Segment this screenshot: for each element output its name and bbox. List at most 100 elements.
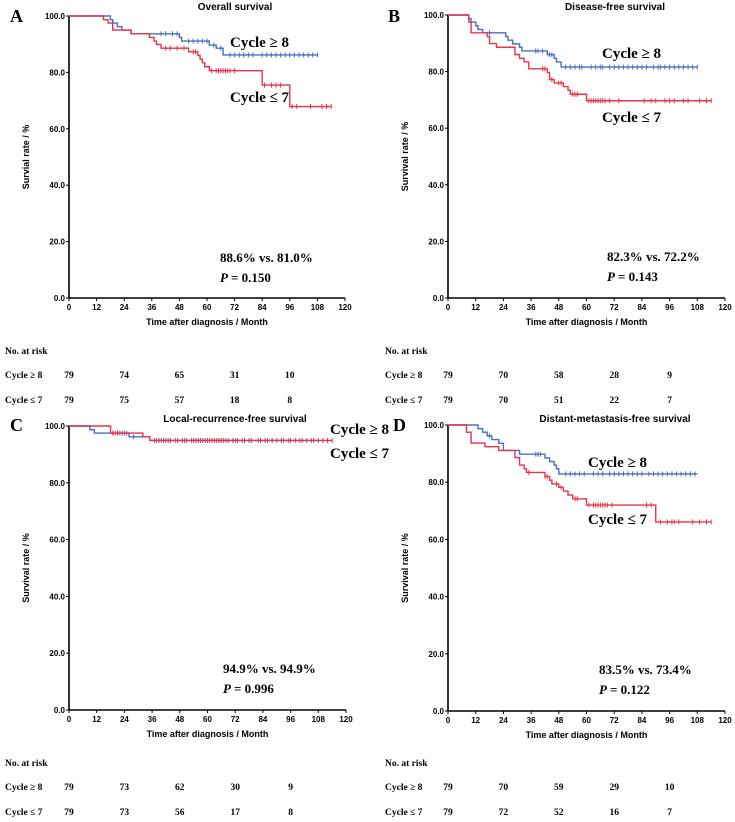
rate-comparison: 88.6% vs. 81.0% [220, 250, 313, 265]
y-tick-label: 60.0 [428, 535, 444, 544]
x-tick-label: 12 [92, 715, 101, 724]
p-value-text: P = 0.143 [607, 269, 658, 284]
x-axis-label: Time after diagnosis / Month [526, 730, 648, 740]
y-tick-label: 60.0 [49, 536, 65, 545]
y-tick-label: 80.0 [49, 68, 65, 77]
risk-count: 70 [499, 396, 509, 406]
x-tick-label: 48 [175, 715, 184, 724]
x-tick-label: 96 [665, 303, 674, 312]
y-tick-label: 0.0 [433, 707, 445, 716]
x-tick-label: 108 [691, 716, 705, 725]
x-tick-label: 0 [446, 303, 451, 312]
x-axis-label: Time after diagnosis / Month [147, 729, 269, 739]
y-tick-label: 40.0 [49, 181, 65, 190]
p-value-text: P = 0.150 [220, 270, 271, 285]
risk-count: 79 [64, 396, 74, 406]
risk-row-label: Cycle ≥ 8 [385, 371, 423, 381]
y-tick-label: 80.0 [428, 478, 444, 487]
panel-letter: C [10, 415, 23, 435]
x-tick-label: 24 [499, 716, 508, 725]
risk-count: 10 [665, 783, 675, 793]
x-tick-label: 108 [312, 715, 326, 724]
y-tick-label: 100.0 [424, 421, 445, 430]
y-tick-label: 100.0 [424, 11, 445, 20]
x-tick-label: 72 [230, 303, 239, 312]
x-tick-label: 84 [637, 303, 646, 312]
y-tick-label: 40.0 [428, 181, 444, 190]
x-tick-label: 84 [637, 716, 646, 725]
y-axis-label: Survival rate / % [400, 122, 410, 192]
survival-curve [448, 14, 712, 102]
x-tick-label: 36 [527, 716, 536, 725]
risk-row-label: Cycle ≤ 7 [5, 396, 43, 406]
x-tick-label: 0 [67, 303, 72, 312]
series-label-cycle-ge8: Cycle ≥ 8 [330, 422, 389, 438]
x-tick-label: 96 [665, 716, 674, 725]
risk-count: 65 [175, 371, 185, 381]
series-label-cycle-le7: Cycle ≤ 7 [330, 446, 390, 462]
risk-count: 52 [554, 808, 564, 818]
series-label-cycle-le7: Cycle ≤ 7 [230, 90, 290, 106]
y-axis-label: Survial rate / % [21, 125, 31, 190]
series-label-cycle-ge8: Cycle ≥ 8 [588, 455, 647, 471]
survival-curve [69, 425, 333, 442]
survival-curve [69, 15, 318, 56]
p-label: P [220, 270, 229, 285]
series-cycle-le7 [448, 424, 712, 525]
survival-curve [448, 424, 698, 475]
risk-count: 73 [120, 808, 130, 818]
y-tick-label: 40.0 [428, 593, 444, 602]
risk-count: 7 [667, 808, 672, 818]
risk-count: 18 [230, 396, 240, 406]
x-tick-label: 84 [258, 303, 267, 312]
series-label-cycle-le7: Cycle ≤ 7 [602, 110, 662, 126]
risk-count: 28 [609, 371, 619, 381]
risk-count: 30 [230, 783, 240, 793]
risk-count: 56 [175, 808, 185, 818]
risk-count: 22 [609, 396, 619, 406]
x-tick-label: 48 [554, 716, 563, 725]
y-tick-label: 0.0 [433, 294, 445, 303]
rate-comparison: 83.5% vs. 73.4% [599, 662, 692, 677]
risk-count: 17 [230, 808, 240, 818]
risk-count: 72 [499, 808, 509, 818]
p-value: = 0.996 [234, 681, 274, 696]
risk-table: No. at risk Cycle ≥ 8 79 74 65 31 10 Cycle ≤ 7 7… [5, 347, 295, 406]
risk-row-label: Cycle ≤ 7 [385, 396, 423, 406]
series-label-cycle-ge8: Cycle ≥ 8 [602, 46, 661, 62]
x-tick-label: 12 [471, 716, 480, 725]
x-tick-label: 12 [471, 303, 480, 312]
x-tick-label: 36 [147, 303, 156, 312]
survival-curve [448, 14, 698, 68]
series-label-cycle-ge8: Cycle ≥ 8 [230, 35, 289, 51]
panel-C: C Local-recurrence-free survival 0 12 24 36 48… [5, 414, 390, 818]
y-tick-label: 20.0 [49, 238, 65, 247]
x-tick-label: 24 [120, 303, 129, 312]
x-axis-label: Time after diagnosis / Month [526, 317, 648, 327]
risk-count: 70 [499, 783, 509, 793]
y-axis-label: Survival rate / % [400, 533, 410, 603]
x-tick-label: 120 [339, 715, 353, 724]
risk-count: 31 [230, 371, 240, 381]
p-label: P [607, 269, 616, 284]
x-tick-label: 108 [311, 303, 325, 312]
x-tick-label: 108 [691, 303, 705, 312]
risk-count: 79 [443, 371, 453, 381]
x-tick-label: 24 [120, 715, 129, 724]
panel-letter: D [393, 415, 406, 435]
p-label: P [223, 681, 232, 696]
risk-count: 8 [288, 808, 293, 818]
risk-table: No. at risk Cycle ≥ 8 79 70 59 29 10 Cycle ≤ 7 7… [385, 759, 675, 818]
risk-row-label: Cycle ≥ 8 [5, 371, 43, 381]
risk-count: 70 [499, 371, 509, 381]
risk-count: 62 [175, 783, 185, 793]
risk-count: 9 [288, 783, 293, 793]
y-tick-label: 0.0 [54, 294, 66, 303]
x-tick-label: 60 [203, 715, 212, 724]
series-cycle-le7 [448, 14, 712, 104]
x-tick-label: 120 [338, 303, 352, 312]
rate-comparison: 82.3% vs. 72.2% [607, 249, 700, 264]
x-tick-label: 0 [446, 716, 451, 725]
x-axis-label: Time after diagnosis / Month [146, 317, 268, 327]
